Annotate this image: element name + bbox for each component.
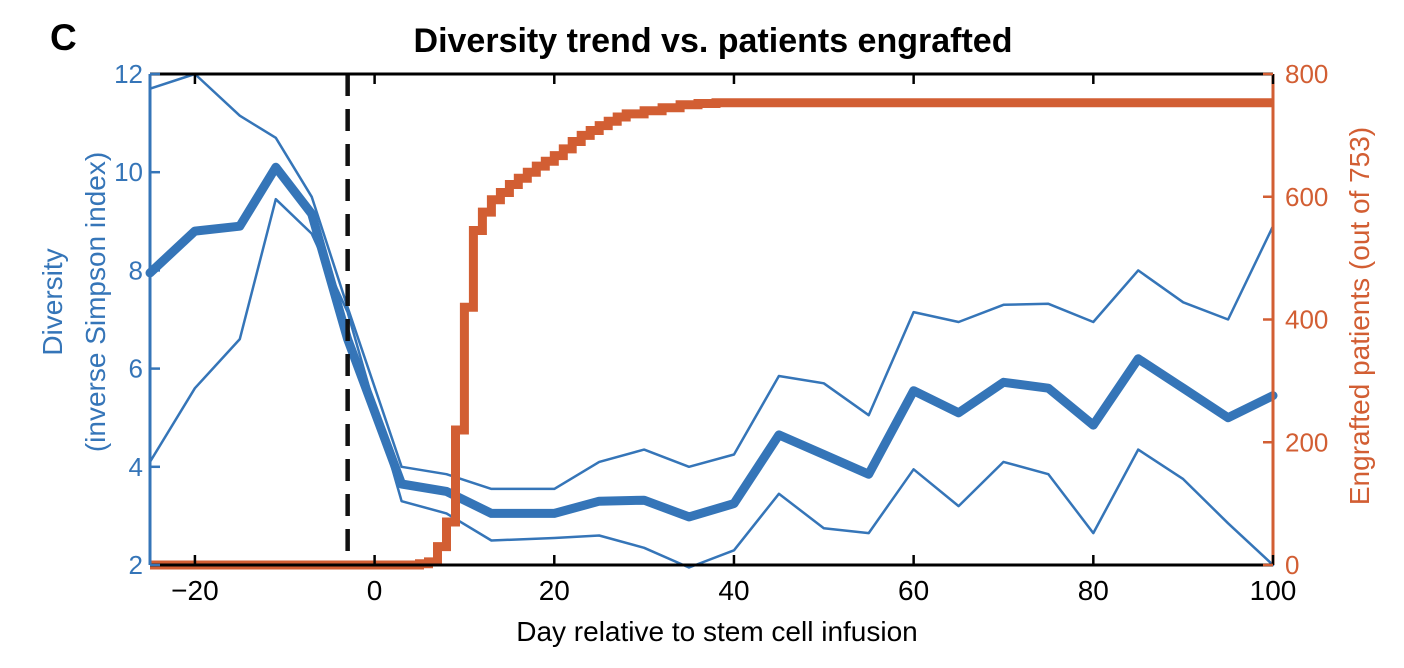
- y-right-tick-label: 400: [1285, 305, 1328, 335]
- engrafted-line: [150, 98, 1273, 570]
- x-tick-label: 80: [1078, 575, 1109, 606]
- y-right-tick-label: 200: [1285, 427, 1328, 457]
- chart-title: Diversity trend vs. patients engrafted: [414, 22, 1013, 60]
- x-axis-label: Day relative to stem cell infusion: [516, 616, 918, 647]
- x-tick-label: −20: [171, 575, 219, 606]
- y-right-tick-label: 600: [1285, 182, 1328, 212]
- diversity-median-line: [145, 162, 1278, 522]
- y-right-axis-label: Engrafted patients (out of 753): [1344, 127, 1375, 505]
- y-right-axis-ticks: 0 200 400 600 800: [1263, 59, 1328, 580]
- x-tick-label: 60: [898, 575, 929, 606]
- diversity-upper-line: [148, 72, 1275, 491]
- diversity-lines: [145, 72, 1278, 569]
- x-tick-label: 100: [1250, 575, 1297, 606]
- x-tick-label: 20: [539, 575, 570, 606]
- y-left-tick-label: 8: [129, 255, 143, 285]
- y-left-axis-label-line1: Diversity: [37, 248, 68, 355]
- x-axis-ticks: −20 0 20 40 60 80 100: [171, 74, 1296, 606]
- panel-label: C: [50, 17, 77, 58]
- x-tick-label: 40: [718, 575, 749, 606]
- y-left-tick-label: 12: [114, 59, 143, 89]
- x-tick-label: 0: [367, 575, 383, 606]
- y-left-tick-label: 6: [129, 354, 143, 384]
- y-left-tick-label: 10: [114, 157, 143, 187]
- axes: [148, 72, 1275, 567]
- y-right-tick-label: 0: [1285, 550, 1299, 580]
- engrafted-step-line: [150, 98, 1273, 570]
- y-left-axis-label-line2: (inverse Simpson index): [80, 152, 111, 452]
- y-left-axis-ticks: 2 4 6 8 10 12: [114, 59, 160, 580]
- y-left-tick-label: 2: [129, 550, 143, 580]
- y-left-tick-label: 4: [129, 452, 143, 482]
- y-right-tick-label: 800: [1285, 59, 1328, 89]
- diversity-lower-line: [148, 197, 1275, 569]
